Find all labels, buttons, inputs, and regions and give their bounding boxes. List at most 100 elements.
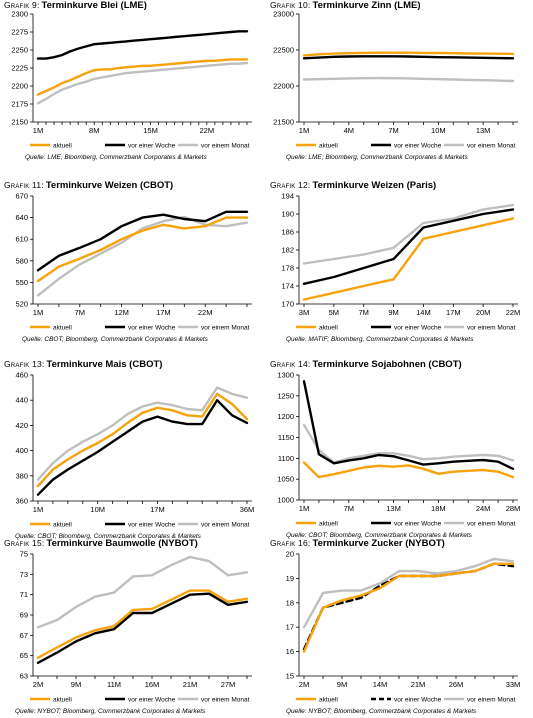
- x-tick-label: 7M: [388, 126, 398, 135]
- chart-source: Quelle: MATIF; Bloomberg, Commerzbank Co…: [286, 336, 473, 343]
- x-tick-label: 22M: [200, 126, 215, 135]
- y-tick-label: 190: [281, 210, 294, 219]
- legend-label: vor einem Monat: [201, 143, 250, 150]
- x-tick-label: 7M: [359, 308, 369, 317]
- x-tick-label: 22M: [506, 308, 521, 317]
- series-line-0: [304, 463, 513, 478]
- y-tick-label: 360: [15, 497, 28, 506]
- y-tick-label: 17: [286, 623, 294, 632]
- chart-svg: 1516171819202M 9M 14M 21M 26M 33Maktuell vor e…: [266, 538, 532, 698]
- y-tick-label: 20: [286, 550, 294, 559]
- x-tick-label: 1M: [33, 126, 43, 135]
- x-tick-label: 3M: [299, 308, 309, 317]
- y-tick-label: 178: [281, 264, 294, 273]
- x-tick-label: 21M: [183, 680, 198, 689]
- x-tick-label: 13M: [386, 504, 401, 513]
- legend-label: vor einem Monat: [467, 697, 516, 704]
- x-tick-label: 17M: [150, 505, 165, 514]
- legend-label: aktuell: [319, 521, 338, 528]
- y-tick-label: 1300: [277, 371, 294, 380]
- legend-label: vor einem Monat: [467, 143, 516, 150]
- legend-label: vor einem Monat: [467, 325, 516, 332]
- y-tick-label: 2225: [11, 64, 28, 73]
- y-tick-label: 22000: [273, 82, 294, 91]
- legend-label: vor einem Monat: [201, 325, 250, 332]
- chart-source: Quelle: CBOT; Bloomberg, Commerzbank Cor…: [22, 336, 208, 343]
- x-tick-label: 20M: [476, 308, 491, 317]
- x-tick-label: 1M: [299, 126, 309, 135]
- y-tick-label: 170: [281, 300, 294, 309]
- y-tick-label: 1050: [277, 475, 294, 484]
- legend-label: vor einem Monat: [467, 521, 516, 528]
- series-line-1: [38, 400, 247, 495]
- legend-label: vor einer Woche: [128, 143, 176, 150]
- y-tick-label: 23000: [273, 10, 294, 19]
- x-tick-label: 9M: [388, 308, 398, 317]
- legend-label: vor einer Woche: [394, 325, 442, 332]
- y-tick-label: 670: [15, 192, 28, 201]
- chart-panel-13: Grafik 13: Terminkurve Mais (CBOT) 360 380 4…: [0, 359, 266, 537]
- legend-label: vor einem Monat: [201, 697, 250, 704]
- x-tick-label: 4M: [344, 126, 354, 135]
- chart-svg: 5205505806106406701M 7M 12M 17M 22Maktuell vo…: [0, 180, 266, 340]
- y-tick-label: 18: [286, 598, 294, 607]
- x-tick-label: 28M: [506, 504, 521, 513]
- legend-label: aktuell: [53, 697, 72, 704]
- chart-panel-9: Grafik 9: Terminkurve Blei (LME) 2150 2175 2…: [0, 0, 266, 178]
- legend-label: aktuell: [319, 143, 338, 150]
- legend-label: vor einer Woche: [128, 325, 176, 332]
- x-tick-label: 1M: [33, 308, 43, 317]
- y-tick-label: 2200: [11, 82, 28, 91]
- y-tick-label: 580: [15, 256, 28, 265]
- x-tick-label: 14M: [416, 308, 431, 317]
- y-tick-label: 1250: [277, 391, 294, 400]
- chart-panel-12: Grafik 12: Terminkurve Weizen (Paris) 170 1…: [266, 180, 532, 358]
- y-tick-label: 2150: [11, 118, 28, 127]
- y-tick-label: 182: [281, 246, 294, 255]
- legend-label: vor einer Woche: [394, 697, 442, 704]
- y-tick-label: 1150: [278, 433, 294, 442]
- x-tick-label: 18M: [431, 504, 446, 513]
- series-line-1: [304, 210, 513, 284]
- series-line-2: [304, 78, 513, 81]
- legend-label: vor einer Woche: [128, 697, 176, 704]
- y-tick-label: 520: [15, 300, 28, 309]
- y-tick-label: 174: [281, 282, 294, 291]
- x-tick-label: 13M: [476, 126, 491, 135]
- x-tick-label: 17M: [446, 308, 461, 317]
- x-tick-label: 9M: [71, 680, 81, 689]
- y-tick-label: 2275: [11, 28, 28, 37]
- x-tick-label: 7M: [75, 308, 85, 317]
- legend-label: aktuell: [319, 325, 338, 332]
- y-tick-label: 15: [286, 672, 294, 681]
- y-tick-label: 73: [20, 570, 28, 579]
- y-tick-label: 380: [15, 471, 28, 480]
- chart-panel-11: Grafik 11: Terminkurve Weizen (CBOT) 520 55…: [0, 180, 266, 358]
- series-line-1: [38, 31, 247, 58]
- legend-label: vor einem Monat: [201, 522, 250, 529]
- y-tick-label: 67: [20, 631, 28, 640]
- legend-label: vor einer Woche: [394, 143, 442, 150]
- legend-label: vor einer Woche: [128, 522, 176, 529]
- y-tick-label: 19: [286, 574, 294, 583]
- y-tick-label: 1100: [278, 454, 294, 463]
- legend-label: aktuell: [53, 522, 72, 529]
- chart-panel-16: Grafik 16: Terminkurve Zucker (NYBOT) 15 16…: [266, 538, 532, 716]
- legend-label: aktuell: [53, 143, 72, 150]
- x-tick-label: 22M: [198, 308, 213, 317]
- y-tick-label: 1000: [277, 496, 294, 505]
- legend-label: aktuell: [319, 697, 338, 704]
- series-line-1: [304, 56, 513, 58]
- y-tick-label: 194: [281, 192, 294, 201]
- y-tick-label: 16: [286, 647, 294, 656]
- chart-svg: 215002200022500230001M 4M 7M 10M 13Maktuell v…: [266, 0, 532, 160]
- chart-svg: 3603804004204404601M 10M 17M 36Maktuell vor …: [0, 359, 266, 519]
- x-tick-label: 26M: [449, 680, 464, 689]
- x-tick-label: 7M: [344, 504, 354, 513]
- legend-label: aktuell: [53, 325, 72, 332]
- series-line-0: [304, 564, 513, 652]
- x-tick-label: 21M: [411, 680, 426, 689]
- y-tick-label: 21500: [273, 118, 294, 127]
- y-tick-label: 2175: [11, 100, 28, 109]
- y-tick-label: 71: [20, 590, 28, 599]
